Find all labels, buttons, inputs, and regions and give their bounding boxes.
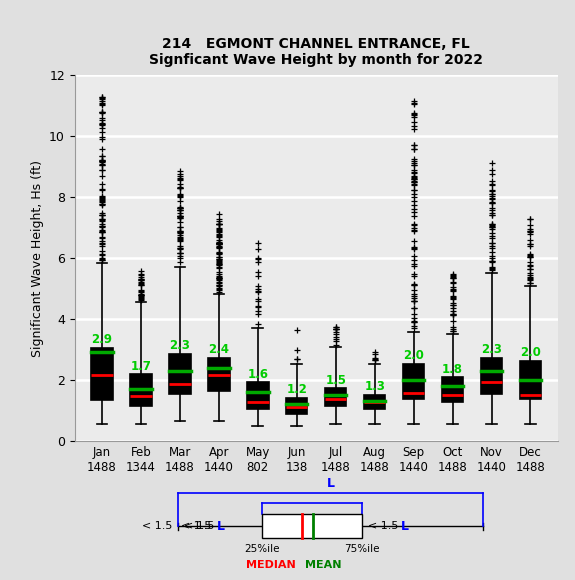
Text: MEDIAN: MEDIAN xyxy=(246,560,296,570)
Text: 2.3: 2.3 xyxy=(170,339,190,352)
PathPatch shape xyxy=(131,375,152,406)
Text: < 1.5: < 1.5 xyxy=(181,521,215,531)
PathPatch shape xyxy=(91,348,113,400)
PathPatch shape xyxy=(286,397,308,414)
Text: L: L xyxy=(327,477,335,490)
Text: < 1.5: < 1.5 xyxy=(141,521,175,531)
PathPatch shape xyxy=(442,378,463,402)
Text: 1.6: 1.6 xyxy=(247,368,269,380)
Text: 2.3: 2.3 xyxy=(481,343,502,356)
Text: 2.0: 2.0 xyxy=(520,346,541,359)
Text: L: L xyxy=(217,520,225,532)
Text: 1.7: 1.7 xyxy=(131,360,151,372)
Text: L: L xyxy=(401,520,409,532)
Text: 2.9: 2.9 xyxy=(91,333,113,346)
Text: 1.5: 1.5 xyxy=(325,374,346,387)
PathPatch shape xyxy=(208,358,229,390)
Title: 214   EGMONT CHANNEL ENTRANCE, FL
Signficant Wave Height by month for 2022: 214 EGMONT CHANNEL ENTRANCE, FL Signfica… xyxy=(150,37,483,67)
Text: 2.4: 2.4 xyxy=(208,343,229,356)
PathPatch shape xyxy=(481,358,502,394)
Text: 75%ile: 75%ile xyxy=(344,544,380,554)
Text: 1.8: 1.8 xyxy=(442,362,463,376)
Text: MEAN: MEAN xyxy=(305,560,341,570)
PathPatch shape xyxy=(403,364,424,399)
Text: 2.0: 2.0 xyxy=(403,349,424,362)
Text: 1.3: 1.3 xyxy=(364,380,385,393)
Text: < 1.5: < 1.5 xyxy=(184,521,218,531)
PathPatch shape xyxy=(325,389,347,406)
PathPatch shape xyxy=(520,361,541,399)
Text: 1.2: 1.2 xyxy=(286,383,307,396)
PathPatch shape xyxy=(364,394,385,409)
PathPatch shape xyxy=(247,382,269,409)
Y-axis label: Significant Wave Height, Hs (ft): Significant Wave Height, Hs (ft) xyxy=(30,160,44,357)
PathPatch shape xyxy=(169,354,191,394)
Text: 25%ile: 25%ile xyxy=(244,544,279,554)
Text: < 1.5: < 1.5 xyxy=(368,521,402,531)
